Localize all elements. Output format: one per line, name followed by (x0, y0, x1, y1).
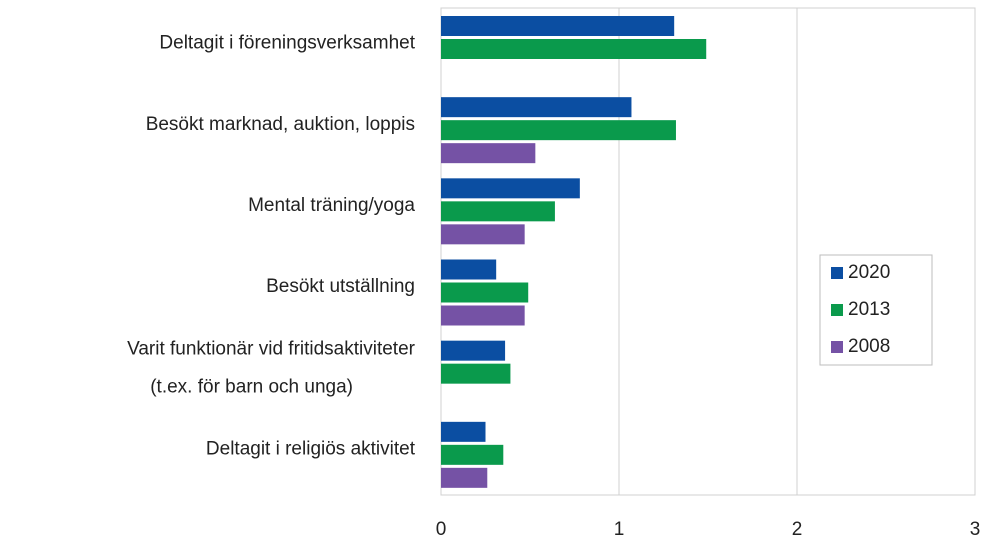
y-tick-label: Deltagit i föreningsverksamhet (159, 33, 415, 54)
bar (441, 120, 676, 141)
bar (441, 39, 707, 59)
legend-label: 2020 (848, 262, 890, 283)
label-line: (t.ex. för barn och unga) (150, 376, 353, 397)
bar (441, 467, 488, 488)
y-tick-label: Mental träning/yoga (248, 195, 415, 216)
y-tick-label: Besökt utställning (266, 276, 415, 297)
x-tick-label: 0 (436, 519, 447, 540)
bar (441, 178, 580, 199)
bar (441, 201, 555, 222)
bar (441, 97, 632, 118)
plot-area (440, 7, 976, 496)
x-tick-label: 3 (970, 519, 981, 540)
legend-swatch (831, 341, 843, 353)
bar (441, 305, 525, 326)
bar (441, 340, 506, 361)
bar (441, 421, 486, 442)
legend-label: 2013 (848, 299, 890, 320)
bar (441, 259, 497, 280)
y-tick-label: Varit funktionär vid fritidsaktiviteter (… (127, 338, 416, 397)
legend-swatch (831, 267, 843, 279)
label-line: Varit funktionär vid fritidsaktiviteter (127, 338, 416, 359)
bar (441, 16, 675, 36)
x-tick-label: 2 (792, 519, 803, 540)
y-tick-label: Besökt marknad, auktion, loppis (146, 114, 415, 135)
legend-label: 2008 (848, 336, 890, 357)
bar (441, 224, 525, 245)
x-tick-label: 1 (614, 519, 625, 540)
legend-swatch (831, 304, 843, 316)
bar (441, 282, 529, 303)
bar (441, 444, 504, 465)
y-tick-label: Deltagit i religiös aktivitet (206, 438, 416, 459)
bar (441, 363, 511, 384)
bar (441, 143, 536, 164)
